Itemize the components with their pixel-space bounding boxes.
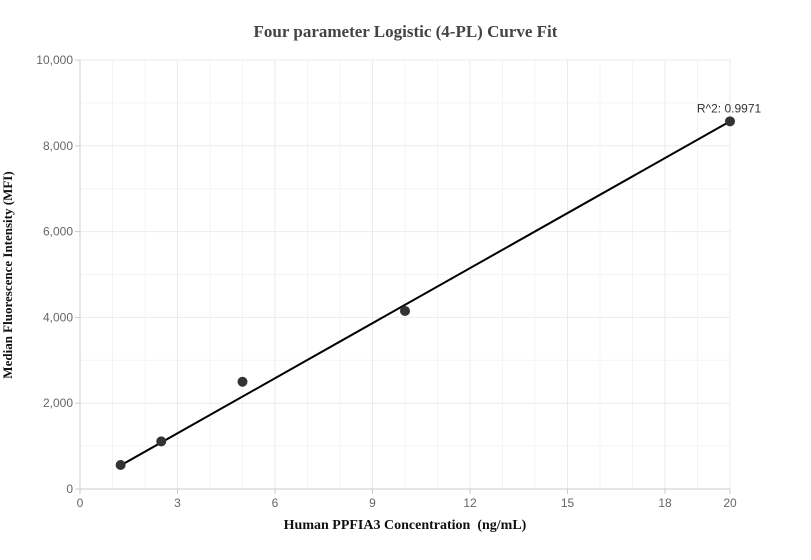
y-tick-label: 4,000	[43, 310, 73, 324]
fit-line	[120, 120, 731, 467]
data-point	[725, 116, 735, 127]
y-tick-label: 10,000	[36, 53, 73, 67]
fit-line-layer	[120, 120, 731, 467]
data-point-layer	[115, 116, 735, 470]
x-tick-label: 0	[77, 496, 84, 510]
x-tick-label: 18	[658, 496, 672, 510]
x-tick-label: 9	[369, 496, 376, 510]
x-axis-label: Human PPFIA3 Concentration (ng/mL)	[283, 518, 527, 533]
chart-title: Four parameter Logistic (4-PL) Curve Fit	[253, 22, 558, 41]
data-point	[237, 376, 248, 387]
y-tick-label: 6,000	[43, 225, 73, 239]
x-tick-label: 20	[723, 496, 737, 510]
data-point	[115, 459, 126, 470]
data-point	[400, 305, 410, 316]
y-tick-label: 2,000	[43, 396, 73, 410]
x-tick-label: 3	[174, 496, 181, 510]
y-tick-label: 8,000	[43, 139, 73, 153]
axis-layer: 0 3 6 9 12 15 18 20 0 2,000 4,000 6,000 8,000 10,000	[36, 53, 737, 510]
grid-layer	[79, 59, 731, 490]
label-layer: R^2: 0.9971	[697, 101, 762, 115]
x-tick-label: 15	[561, 496, 575, 510]
x-tick-label: 6	[272, 496, 279, 510]
x-tick-label: 12	[463, 496, 477, 510]
data-point	[156, 436, 167, 447]
r-squared-annotation: R^2: 0.9971	[697, 101, 762, 115]
y-tick-label: 0	[66, 482, 73, 496]
